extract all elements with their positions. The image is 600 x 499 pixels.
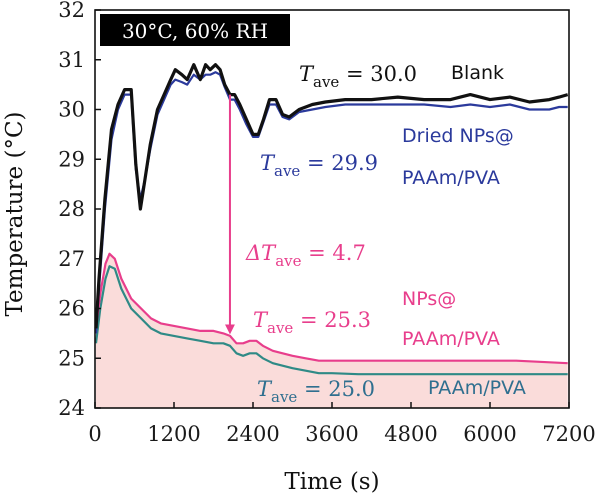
y-tick-label: 31 — [58, 48, 85, 72]
series-line-nps-paam-pva — [94, 252, 568, 365]
dried-series-label-line1: Dried NPs@ — [402, 125, 514, 147]
x-tick-label: 0 — [88, 422, 101, 446]
condition-label: 30°C, 60% RH — [122, 19, 268, 43]
nps-tave-label: Tave = 25.3 — [253, 308, 371, 337]
dried-tave-label: Tave = 29.9 — [260, 151, 378, 180]
y-axis-title: Temperature (°C) — [2, 111, 28, 316]
blank-tave-label: Tave = 30.0 — [299, 62, 417, 91]
y-tick-label: 32 — [58, 0, 85, 22]
nps-series-label-line2: PAAm/PVA — [402, 328, 500, 350]
x-axis-title: Time (s) — [284, 469, 379, 495]
nps-fill-area — [96, 253, 568, 408]
blank-series-label: Blank — [451, 62, 504, 84]
x-tick-label: 2400 — [226, 422, 279, 446]
y-tick-label: 30 — [58, 98, 85, 122]
y-tick-label: 28 — [58, 197, 85, 221]
delta-tave-label: ΔTave = 4.7 — [245, 241, 366, 270]
y-tick-label: 29 — [58, 147, 85, 171]
y-tick-label: 24 — [58, 396, 85, 420]
axis-ticks: 0 1200 2400 3600 4800 6000 7200 24 25 26 27 28 29 30 3… — [58, 0, 595, 446]
y-tick-label: 26 — [58, 297, 85, 321]
nps-series-label-line1: NPs@ — [402, 288, 456, 310]
x-tick-label: 7200 — [542, 422, 595, 446]
dried-series-label-line2: PAAm/PVA — [402, 167, 500, 189]
paam-series-label: PAAm/PVA — [428, 377, 526, 399]
x-tick-label: 4800 — [384, 422, 437, 446]
x-tick-label: 6000 — [463, 422, 516, 446]
paam-tave-label: Tave = 25.0 — [257, 377, 375, 406]
series-line-dried-nps-paam-pva — [94, 71, 568, 334]
x-tick-label: 3600 — [305, 422, 358, 446]
series-lines — [94, 63, 569, 376]
series-line-blank — [94, 63, 569, 329]
y-tick-label: 27 — [58, 247, 85, 271]
y-tick-label: 25 — [58, 346, 85, 370]
x-tick-label: 1200 — [147, 422, 200, 446]
cooling-fill-area — [96, 253, 568, 408]
condition-badge — [100, 14, 290, 46]
series-line-paam-pva — [94, 265, 568, 376]
